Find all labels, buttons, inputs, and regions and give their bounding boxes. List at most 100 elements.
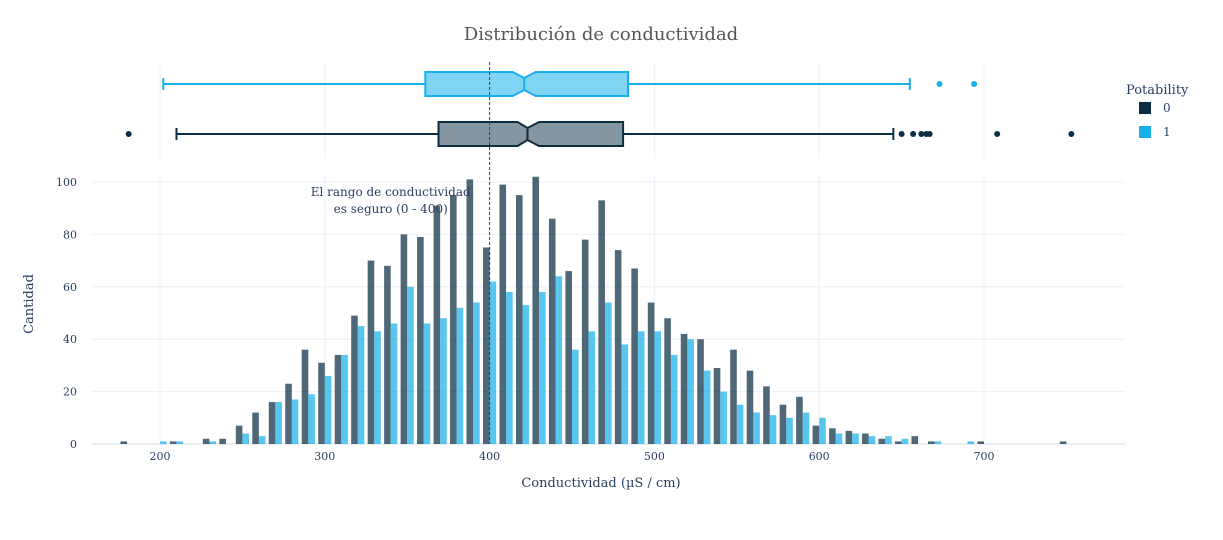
histogram-bar-0 bbox=[812, 425, 820, 444]
histogram-bar-1 bbox=[341, 354, 348, 444]
y-tick-label: 0 bbox=[70, 438, 77, 451]
histogram-bar-0 bbox=[697, 339, 704, 444]
box-plots bbox=[125, 71, 1075, 147]
histogram-bar-1 bbox=[572, 349, 579, 444]
histogram-bar-1 bbox=[835, 433, 843, 444]
histogram-bar-0 bbox=[713, 368, 721, 444]
x-tick-label: 300 bbox=[314, 450, 335, 463]
histogram-bar-0 bbox=[565, 271, 572, 444]
legend-item-0[interactable]: 0 bbox=[1139, 101, 1171, 115]
y-tick-label: 20 bbox=[63, 386, 77, 399]
histogram-bar-1 bbox=[852, 433, 859, 444]
y-tick-label: 100 bbox=[56, 176, 77, 189]
safe-range-annotation: El rango de conductividad es seguro (0 -… bbox=[311, 185, 471, 216]
histogram-bar-1 bbox=[291, 399, 299, 444]
histogram-bar-1 bbox=[539, 292, 546, 444]
histogram-bar-1 bbox=[555, 276, 563, 444]
histogram-bar-0 bbox=[318, 362, 325, 444]
histogram-bar-0 bbox=[895, 441, 902, 444]
histogram-bar-1 bbox=[967, 441, 975, 444]
box-plot-0 bbox=[125, 121, 1075, 147]
histogram-bar-1 bbox=[176, 441, 184, 444]
histogram-bar-1 bbox=[901, 438, 909, 444]
histogram-bar-0 bbox=[581, 239, 589, 444]
box-plot-1 bbox=[162, 71, 978, 97]
histogram-bar-1 bbox=[703, 370, 711, 444]
histogram-bar-1 bbox=[473, 302, 480, 444]
histogram-bar-0 bbox=[400, 234, 408, 444]
annotation-line-1: El rango de conductividad bbox=[311, 185, 471, 199]
box-body bbox=[437, 121, 625, 147]
histogram-bar-1 bbox=[456, 307, 464, 444]
histogram-bar-0 bbox=[499, 184, 507, 444]
histogram-bar-0 bbox=[614, 250, 622, 444]
histogram-bar-0 bbox=[268, 402, 276, 444]
histogram-bar-1 bbox=[209, 441, 217, 444]
outlier-point bbox=[994, 131, 1001, 137]
histogram-bar-1 bbox=[802, 412, 810, 444]
histogram-bar-1 bbox=[720, 391, 727, 444]
histogram-bar-0 bbox=[417, 237, 424, 444]
histogram-bars bbox=[120, 176, 1067, 444]
y-axis-title: Cantidad bbox=[22, 274, 37, 334]
histogram-bar-1 bbox=[440, 318, 447, 444]
histogram-bar-1 bbox=[868, 436, 876, 444]
axes: 200 300 400 500 600 700 0 20 40 60 80 100 bbox=[56, 176, 995, 463]
legend-swatch-1 bbox=[1139, 126, 1151, 138]
histogram-bar-1 bbox=[736, 404, 744, 444]
histogram-bar-0 bbox=[763, 386, 770, 444]
histogram-bar-0 bbox=[664, 318, 671, 444]
histogram-bar-0 bbox=[746, 370, 754, 444]
outlier-point bbox=[918, 131, 925, 137]
histogram-bar-0 bbox=[351, 315, 358, 444]
outlier-point bbox=[898, 131, 905, 137]
histogram-bar-0 bbox=[598, 200, 605, 444]
y-tick-label: 80 bbox=[63, 228, 77, 241]
histogram-bar-1 bbox=[588, 331, 596, 444]
histogram-bar-0 bbox=[796, 396, 803, 444]
histogram-bar-0 bbox=[450, 195, 457, 444]
histogram-bar-0 bbox=[483, 247, 490, 444]
x-tick-label: 500 bbox=[644, 450, 665, 463]
histogram-bar-0 bbox=[532, 176, 540, 444]
x-tick-label: 600 bbox=[809, 450, 830, 463]
histogram-bar-1 bbox=[769, 415, 777, 444]
legend-title: Potability bbox=[1126, 83, 1189, 98]
histogram-bar-0 bbox=[631, 268, 638, 444]
histogram-bar-1 bbox=[423, 323, 431, 444]
histogram-bar-0 bbox=[845, 430, 853, 444]
histogram-bar-1 bbox=[819, 417, 826, 444]
histogram-bar-1 bbox=[670, 354, 678, 444]
histogram-bar-1 bbox=[687, 339, 694, 444]
legend[interactable]: Potability 0 1 bbox=[1126, 83, 1189, 139]
histogram-bar-0 bbox=[466, 179, 474, 444]
histogram-bar-0 bbox=[252, 412, 259, 444]
chart-title: Distribución de conductividad bbox=[464, 24, 738, 45]
histogram-bar-1 bbox=[753, 412, 760, 444]
histogram-bar-0 bbox=[301, 349, 309, 444]
outlier-point bbox=[936, 81, 943, 87]
histogram-bar-0 bbox=[911, 436, 919, 444]
legend-label-0: 0 bbox=[1163, 101, 1171, 115]
x-tick-label: 700 bbox=[974, 450, 995, 463]
legend-item-1[interactable]: 1 bbox=[1139, 125, 1171, 139]
x-axis-title: Conductividad (µS / cm) bbox=[521, 476, 680, 491]
legend-swatch-0 bbox=[1139, 102, 1151, 114]
histogram-bar-0 bbox=[235, 425, 243, 444]
histogram-bar-1 bbox=[390, 323, 398, 444]
histogram-bar-1 bbox=[654, 331, 661, 444]
histogram-bar-1 bbox=[506, 292, 513, 444]
histogram-bar-1 bbox=[637, 331, 645, 444]
outlier-point bbox=[926, 131, 933, 137]
histogram-bar-0 bbox=[1059, 441, 1067, 444]
histogram-bar-0 bbox=[647, 302, 655, 444]
histogram-bar-0 bbox=[862, 433, 869, 444]
histogram-bar-0 bbox=[680, 333, 688, 444]
histogram-bar-1 bbox=[374, 331, 381, 444]
histogram-bar-1 bbox=[242, 433, 249, 444]
histogram-bar-0 bbox=[779, 404, 787, 444]
histogram-bar-1 bbox=[324, 375, 332, 444]
histogram-bar-0 bbox=[120, 441, 128, 444]
histogram-bar-0 bbox=[977, 441, 984, 444]
